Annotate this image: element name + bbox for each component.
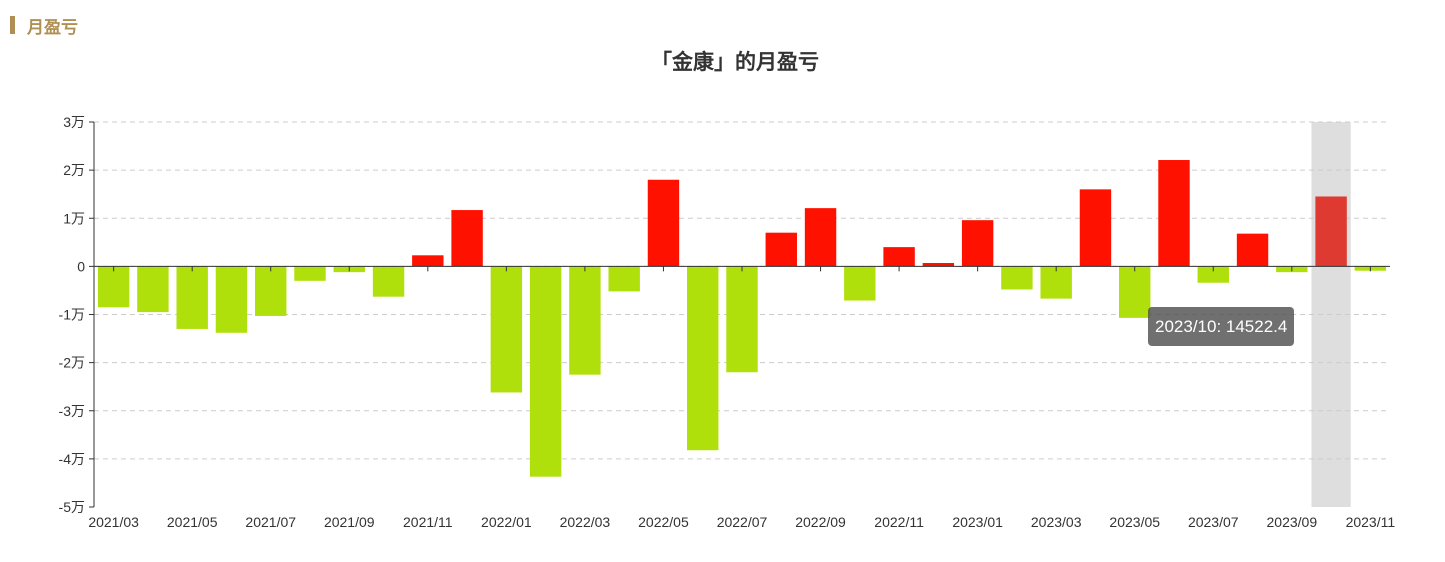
bar [412, 255, 444, 267]
bar [255, 266, 287, 316]
bar [451, 210, 483, 267]
bar [726, 266, 758, 373]
x-tick-label: 2023/01 [952, 514, 1003, 530]
section-title: 月盈亏 [27, 17, 78, 38]
bar [922, 263, 955, 267]
x-tick-label: 2021/07 [245, 514, 296, 530]
bar [294, 266, 326, 281]
bar [529, 266, 562, 477]
x-tick-label: 2022/11 [874, 514, 924, 530]
x-tick-label: 2022/09 [795, 514, 846, 530]
x-tick-label: 2023/05 [1109, 514, 1160, 530]
bar [97, 266, 130, 308]
y-tick-label: -2万 [59, 355, 85, 371]
bar [490, 266, 523, 393]
bar [883, 247, 915, 267]
bar [372, 266, 405, 297]
y-tick-label: -3万 [59, 403, 85, 419]
section-accent-bar [10, 16, 15, 34]
bar [1197, 266, 1229, 283]
bar [137, 266, 169, 313]
y-tick-label: 0 [77, 258, 85, 274]
bar [647, 179, 680, 267]
section-header: 月盈亏 [10, 14, 78, 38]
bar [844, 266, 876, 301]
y-tick-label: 3万 [63, 114, 85, 130]
bar [765, 232, 797, 267]
x-tick-label: 2021/11 [403, 514, 453, 530]
bar [1040, 266, 1072, 299]
x-tick-label: 2023/11 [1346, 514, 1396, 530]
bar [215, 266, 248, 333]
y-tick-label: -1万 [59, 307, 85, 323]
bar [176, 266, 208, 329]
x-tick-label: 2022/03 [560, 514, 611, 530]
bar [1119, 266, 1151, 318]
x-tick-label: 2022/01 [481, 514, 532, 530]
bar [1315, 196, 1347, 267]
bar [1001, 266, 1033, 290]
bar [1236, 233, 1269, 267]
y-tick-label: -4万 [59, 451, 85, 467]
bar [961, 220, 994, 267]
bar [1158, 160, 1190, 267]
x-tick-label: 2021/03 [88, 514, 139, 530]
y-tick-label: 1万 [63, 210, 85, 226]
bar [804, 208, 837, 267]
bar [608, 266, 640, 292]
x-tick-label: 2021/09 [324, 514, 375, 530]
x-tick-label: 2023/09 [1267, 514, 1318, 530]
x-tick-label: 2022/07 [717, 514, 768, 530]
bar-tooltip: 2023/10: 14522.4 [1148, 307, 1295, 346]
y-tick-label: 2万 [63, 162, 85, 178]
chart-title: 「金康」的月盈亏 [651, 50, 819, 74]
bar [687, 266, 719, 451]
x-tick-label: 2023/03 [1031, 514, 1082, 530]
bar [1079, 189, 1112, 267]
y-tick-label: -5万 [59, 499, 85, 515]
x-tick-label: 2021/05 [167, 514, 218, 530]
x-tick-label: 2022/05 [638, 514, 689, 530]
x-tick-label: 2023/07 [1188, 514, 1239, 530]
bar [569, 266, 601, 375]
